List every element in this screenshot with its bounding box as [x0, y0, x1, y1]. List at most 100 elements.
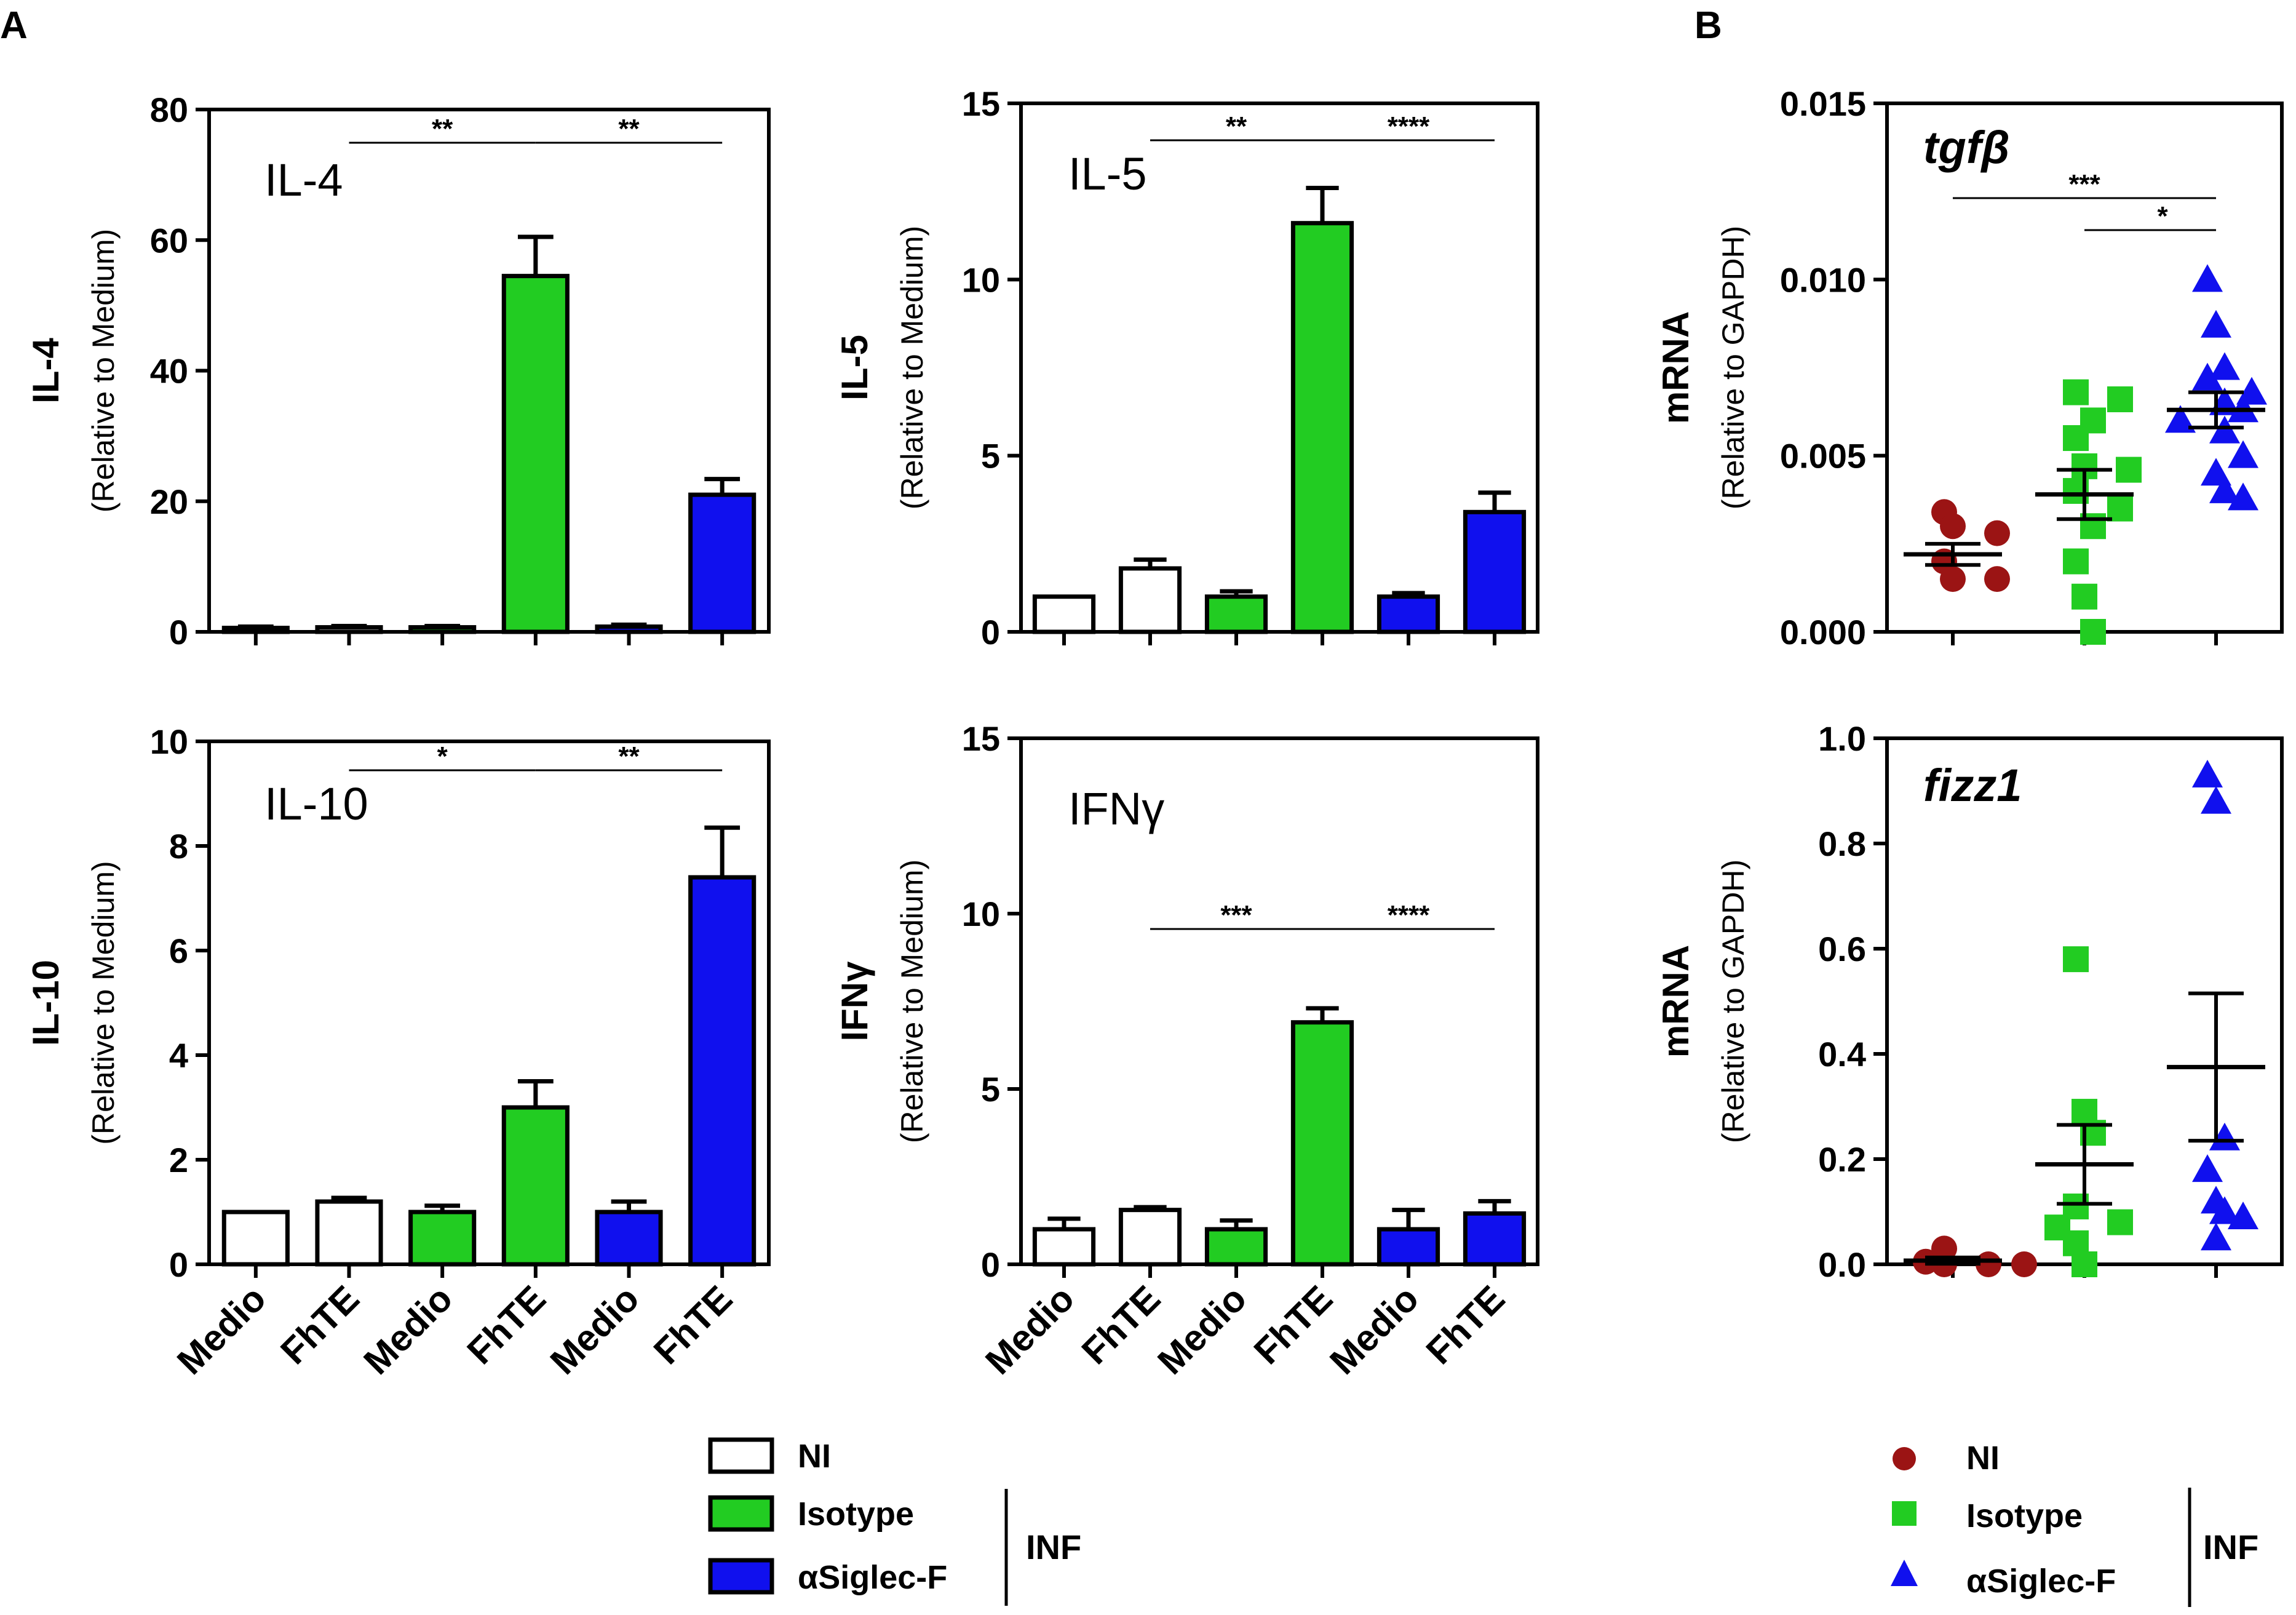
- y-axis-subtitle: (Relative to Medium): [86, 861, 121, 1144]
- y-tick-label: 5: [981, 1070, 1000, 1109]
- y-tick-label: 0.010: [1780, 260, 1866, 299]
- data-point: [2165, 405, 2196, 433]
- data-point: [2201, 786, 2231, 814]
- significance-label: **: [432, 114, 453, 144]
- bar: [1376, 1227, 1440, 1267]
- legend-label-siglec: αSiglec-F: [798, 1559, 947, 1596]
- y-tick-label: 80: [150, 90, 188, 129]
- x-category-label: FhTE: [646, 1278, 740, 1372]
- significance-label: **: [618, 741, 640, 772]
- bar: [1290, 221, 1354, 634]
- data-point: [2192, 264, 2223, 292]
- data-point: [2209, 1122, 2240, 1150]
- y-axis-title: IL-5: [834, 335, 875, 401]
- y-tick-label: 0.005: [1780, 437, 1866, 476]
- legend-label-isotype: Isotype: [798, 1496, 914, 1533]
- significance-label: ****: [1388, 111, 1430, 142]
- bar: [408, 1210, 477, 1267]
- x-category-label: FhTE: [272, 1278, 367, 1372]
- legend-bars: NI Isotype αSiglec-F INF: [708, 1437, 1081, 1606]
- chart-tgfb: 0.000 0.005 0.010 0.015 mRNA (Relative to GAP…: [1655, 84, 2284, 652]
- bar: [501, 274, 570, 634]
- x-category-label: FhTE: [459, 1278, 554, 1372]
- x-category-label: Medio: [542, 1278, 647, 1382]
- significance-label: **: [618, 114, 640, 144]
- data-point: [2192, 1154, 2223, 1182]
- data-point: [1984, 520, 2010, 546]
- legend-label-siglec-b: αSiglec-F: [1966, 1563, 2116, 1600]
- data-point: [2072, 583, 2097, 610]
- bar: [688, 875, 757, 1267]
- y-tick-label: 0.015: [1780, 84, 1866, 123]
- data-point: [2063, 379, 2089, 405]
- bar: [1032, 1227, 1096, 1267]
- legend-marker-ni: [1893, 1447, 1916, 1470]
- legend-scatter: NI Isotype αSiglec-F INF: [1891, 1440, 2258, 1607]
- y-tick-label: 15: [962, 84, 1000, 123]
- bar: [595, 624, 663, 634]
- legend-label-ni-b: NI: [1966, 1440, 2000, 1477]
- legend-swatch-isotype: [708, 1495, 774, 1532]
- bar: [315, 625, 383, 634]
- panel-label-b: B: [1694, 4, 1722, 47]
- data-point: [2228, 482, 2258, 511]
- y-tick-label: 0.000: [1780, 613, 1866, 652]
- legend-swatch-ni: [708, 1437, 774, 1474]
- data-point: [2107, 386, 2133, 413]
- y-tick-label: 5: [981, 437, 1000, 476]
- y-axis-title: mRNA: [1655, 945, 1696, 1058]
- y-tick-label: 0: [981, 1245, 1000, 1284]
- data-point: [2107, 495, 2133, 522]
- data-point: [1984, 566, 2010, 592]
- y-tick-label: 0.2: [1818, 1140, 1866, 1179]
- y-axis-subtitle: (Relative to GAPDH): [1716, 859, 1750, 1143]
- y-tick-label: 10: [962, 895, 1000, 933]
- bar: [1204, 1227, 1268, 1267]
- legend-label-ni: NI: [798, 1438, 831, 1475]
- data-point: [2228, 1202, 2258, 1230]
- bar: [315, 1199, 383, 1267]
- legend-swatch-siglec: [708, 1558, 774, 1595]
- legend-label-isotype-b: Isotype: [1966, 1497, 2083, 1534]
- panel-label-a: A: [0, 4, 28, 47]
- data-point: [1976, 1251, 2001, 1277]
- y-tick-label: 0: [169, 1245, 188, 1284]
- y-axis-title: mRNA: [1655, 311, 1696, 424]
- y-axis-subtitle: (Relative to Medium): [86, 229, 121, 512]
- y-tick-label: 4: [169, 1036, 188, 1075]
- bar: [1290, 1020, 1354, 1267]
- y-tick-label: 0.4: [1818, 1035, 1866, 1074]
- chart-title: IL-4: [264, 154, 343, 205]
- data-point: [2201, 309, 2231, 338]
- bar: [501, 1105, 570, 1267]
- y-tick-label: 40: [150, 352, 188, 391]
- significance-label: ****: [1388, 900, 1430, 930]
- data-point: [2063, 946, 2089, 973]
- plot-frame: [207, 740, 771, 1266]
- bar: [1463, 1211, 1527, 1267]
- bar: [1032, 594, 1096, 634]
- data-point: [2192, 362, 2223, 391]
- y-axis-title: IFNγ: [834, 961, 875, 1042]
- data-point: [2080, 619, 2106, 645]
- chart-title: IL-5: [1068, 148, 1147, 199]
- bar: [1376, 594, 1440, 634]
- y-tick-label: 0.0: [1818, 1245, 1866, 1284]
- y-axis-title: IL-4: [25, 338, 66, 404]
- legend-inf-label: INF: [1026, 1528, 1081, 1566]
- bar: [1204, 594, 1268, 634]
- x-category-label: FhTE: [1418, 1278, 1512, 1372]
- y-tick-label: 6: [169, 931, 188, 970]
- data-point: [1931, 1235, 1957, 1262]
- y-tick-label: 0.8: [1818, 824, 1866, 863]
- x-category-label: Medio: [1322, 1278, 1426, 1382]
- data-point: [2011, 1251, 2037, 1277]
- x-category-label: Medio: [169, 1278, 274, 1382]
- legend-marker-siglec: [1891, 1560, 1918, 1586]
- significance-label: **: [1226, 111, 1247, 142]
- data-point: [2228, 440, 2258, 468]
- y-tick-label: 0: [981, 613, 1000, 652]
- y-tick-label: 0: [169, 613, 188, 652]
- bar: [595, 1210, 663, 1267]
